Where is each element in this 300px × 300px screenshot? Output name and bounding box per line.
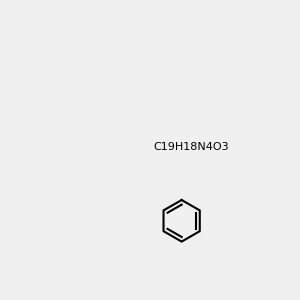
Text: C19H18N4O3: C19H18N4O3 (154, 142, 230, 152)
